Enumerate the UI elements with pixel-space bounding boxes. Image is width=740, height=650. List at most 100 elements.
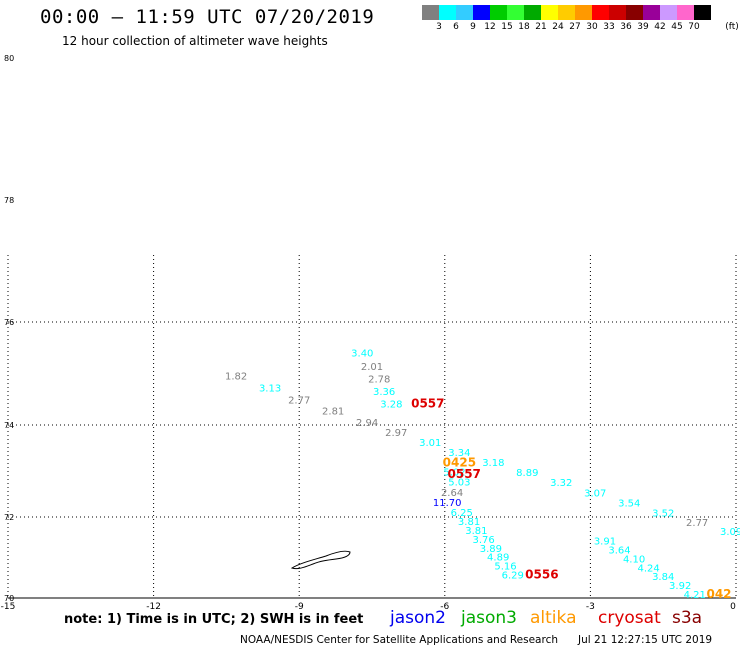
legend-label: 18: [518, 22, 530, 32]
swh-value: 3.92: [669, 581, 691, 592]
legend-swatch: [592, 5, 609, 20]
coastline-jan-mayen: [290, 550, 351, 570]
pass-time-label: 0425: [443, 455, 476, 469]
swh-value: 3.18: [482, 458, 504, 469]
legend-label: 42: [654, 22, 666, 32]
swh-value: 2.77: [686, 518, 708, 529]
legend-swatch: [507, 5, 524, 20]
legend-swatch: [626, 5, 643, 20]
legend-label: 15: [501, 22, 513, 32]
swh-value: 3.36: [373, 387, 395, 398]
color-legend-labels: 3 6 9 12 15 18 21 24 27 30 33 36 39 42 45 70 (ft): [422, 22, 740, 34]
legend-swatch: [541, 5, 558, 20]
legend-swatch: [490, 5, 507, 20]
chart-subtitle: 12 hour collection of altimeter wave hei…: [62, 34, 328, 48]
legend-label: 30: [586, 22, 598, 32]
swh-value: 4.24: [638, 563, 660, 574]
pass-time-label: 0556: [525, 568, 558, 582]
swh-value: 4.89: [487, 553, 509, 564]
lat-tick-label: 70: [4, 594, 14, 603]
swh-value: 8.89: [516, 468, 538, 479]
axes: 80 78 76 74 72 70-15 -12 -9 -6 -3 0: [1, 54, 736, 612]
satellite-altika: altika: [530, 608, 577, 628]
swh-value: 3.89: [480, 544, 502, 555]
lat-tick-label: 74: [4, 421, 14, 430]
lat-tick-label: 80: [4, 54, 14, 63]
swh-value: 5.03: [448, 478, 470, 489]
grid: [7, 255, 737, 598]
swh-value: 3.81: [458, 517, 480, 528]
swh-value: 11.70: [433, 498, 462, 509]
swh-value: 2.77: [288, 395, 310, 406]
legend-label: 12: [484, 22, 496, 32]
footer-note: note: 1) Time is in UTC; 2) SWH is in fe…: [64, 612, 364, 627]
legend-label: 6: [453, 22, 459, 32]
legend-label: 39: [637, 22, 649, 32]
legend-swatch: [439, 5, 456, 20]
swh-value: 3.91: [594, 537, 616, 548]
swh-value: 3.13: [259, 384, 281, 395]
color-legend: [422, 5, 711, 20]
lat-tick-label: 72: [4, 513, 14, 522]
swh-value: 6.29: [502, 571, 524, 582]
legend-label: 45: [671, 22, 683, 32]
satellite-jason3: jason3: [461, 608, 517, 628]
swh-value: 3.81: [465, 526, 487, 537]
swh-value: 2.94: [356, 418, 378, 429]
lon-tick-label: -3: [586, 602, 595, 612]
legend-swatch: [694, 5, 711, 20]
legend-swatch: [575, 5, 592, 20]
legend-label: 21: [535, 22, 547, 32]
swh-value: 3.09: [720, 527, 740, 538]
legend-swatch: [524, 5, 541, 20]
swh-value: 3.01: [419, 438, 441, 449]
satellite-jason2: jason2: [390, 608, 446, 628]
swh-value: 1.82: [225, 372, 247, 383]
swh-value: 3.34: [448, 448, 470, 459]
chart-title: 00:00 – 11:59 UTC 07/20/2019: [40, 6, 375, 28]
legend-swatch: [456, 5, 473, 20]
lon-tick-label: -9: [295, 602, 304, 612]
swh-value: 2.64: [441, 488, 463, 499]
legend-swatch: [558, 5, 575, 20]
lon-tick-label: -6: [440, 602, 449, 612]
swh-value: 5.02: [443, 468, 465, 479]
swh-value: 2.97: [385, 428, 407, 439]
legend-label: 36: [620, 22, 632, 32]
pass-time-label: 042: [706, 587, 731, 601]
swh-value: 3.76: [472, 535, 494, 546]
swh-value: 3.52: [652, 509, 674, 520]
timestamp: Jul 21 12:27:15 UTC 2019: [578, 634, 713, 646]
lon-tick-label: 0: [730, 602, 736, 612]
lon-tick-label: -12: [146, 602, 161, 612]
satellite-s3a: s3a: [672, 608, 703, 628]
pass-time-label: 0557: [411, 396, 444, 410]
swh-value: 3.54: [618, 498, 640, 509]
legend-label: 33: [603, 22, 615, 32]
legend-swatch: [677, 5, 694, 20]
pass-time-label: 0557: [448, 467, 481, 481]
lon-tick-label: -15: [1, 602, 16, 612]
swh-value: 5.16: [494, 562, 516, 573]
legend-swatch: [609, 5, 626, 20]
swh-value: 4.10: [623, 554, 645, 565]
swh-value: 2.78: [368, 374, 390, 385]
swh-value: 3.32: [550, 478, 572, 489]
lat-tick-label: 76: [4, 318, 14, 327]
swh-value: 3.64: [608, 545, 630, 556]
legend-unit: (ft): [725, 22, 739, 32]
swh-value: 3.84: [652, 572, 674, 583]
swh-value: 4.21: [684, 590, 706, 601]
legend-swatch: [473, 5, 490, 20]
swh-value: 3.28: [380, 399, 402, 410]
legend-label: 70: [688, 22, 700, 32]
lat-tick-label: 78: [4, 196, 14, 205]
legend-label: 3: [436, 22, 442, 32]
swh-value: 3.07: [584, 488, 606, 499]
legend-label: 27: [569, 22, 581, 32]
legend-label: 9: [470, 22, 476, 32]
legend-swatch: [660, 5, 677, 20]
